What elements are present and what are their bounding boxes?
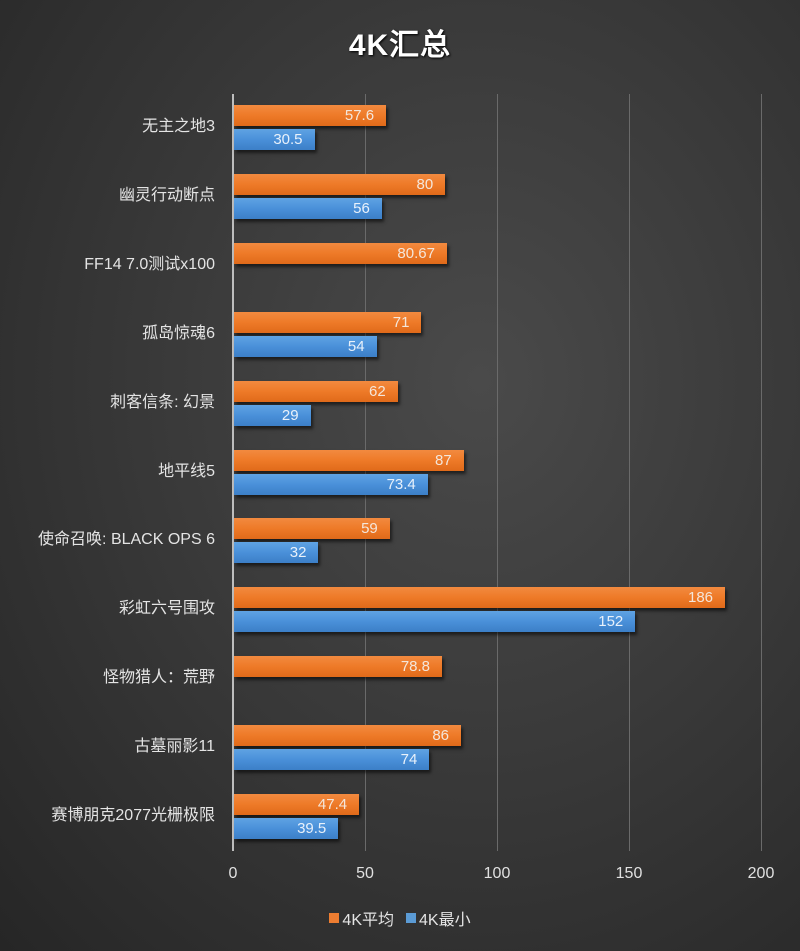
- x-tick-label: 150: [615, 865, 643, 882]
- bar-avg: 86: [234, 725, 462, 747]
- bar-avg: 62: [234, 380, 398, 402]
- category-label: FF14 7.0测试x100: [84, 255, 215, 273]
- category-label: 使命召唤: BLACK OPS 6: [38, 531, 215, 549]
- bar-min: 56: [234, 197, 382, 219]
- bar-avg: 78.8: [234, 656, 443, 678]
- legend-label-avg: 4K平均: [342, 912, 394, 929]
- bar-avg: 47.4: [234, 794, 360, 815]
- bar-min: 30.5: [234, 129, 315, 150]
- category-label: 幽灵行动断点: [118, 186, 215, 204]
- bar-avg: 59: [234, 518, 390, 540]
- category-label: 无主之地3: [142, 118, 215, 135]
- bar-min: 152: [234, 611, 636, 633]
- bar-avg: 80: [234, 173, 446, 195]
- bar-min: 39.5: [234, 818, 339, 839]
- category-label: 彩虹六号围攻: [118, 600, 215, 618]
- bar-avg: 71: [234, 311, 422, 333]
- x-tick-label: 100: [483, 865, 511, 882]
- y-axis-line: [232, 94, 234, 851]
- legend: 4K平均 4K最小: [0, 906, 800, 930]
- bar-min: 32: [234, 542, 319, 564]
- legend-swatch-blue-icon: [406, 913, 416, 923]
- gridline: [365, 94, 366, 851]
- bar-min: 54: [234, 335, 377, 357]
- category-label: 孤岛惊魂6: [142, 324, 215, 342]
- bar-avg: 87: [234, 449, 464, 471]
- legend-swatch-orange-icon: [329, 913, 340, 923]
- bar-avg: 57.6: [234, 105, 387, 126]
- chart-title: 4K汇总: [348, 29, 452, 62]
- legend-item-min: 4K最小: [406, 906, 471, 930]
- legend-item-avg: 4K平均: [329, 906, 394, 930]
- bar-min: 73.4: [234, 473, 428, 495]
- category-label: 怪物猎人：荒野: [102, 669, 215, 687]
- bar-min: 29: [234, 404, 311, 426]
- bar-min: 74: [234, 749, 430, 771]
- x-tick-label: 50: [356, 865, 374, 882]
- gridline: [761, 94, 762, 851]
- x-tick-label: 200: [747, 865, 775, 882]
- category-label: 赛博朋克2077光栅极限: [51, 807, 215, 824]
- gridline: [629, 94, 630, 851]
- category-label: 地平线5: [158, 462, 215, 480]
- x-tick-label: 0: [228, 865, 238, 882]
- category-label: 刺客信条: 幻景: [110, 393, 215, 411]
- legend-label-min: 4K最小: [419, 912, 471, 929]
- bar-avg: 80.67: [234, 242, 447, 264]
- gridline: [497, 94, 498, 851]
- bar-avg: 186: [234, 587, 726, 609]
- category-label: 古墓丽影11: [134, 738, 215, 756]
